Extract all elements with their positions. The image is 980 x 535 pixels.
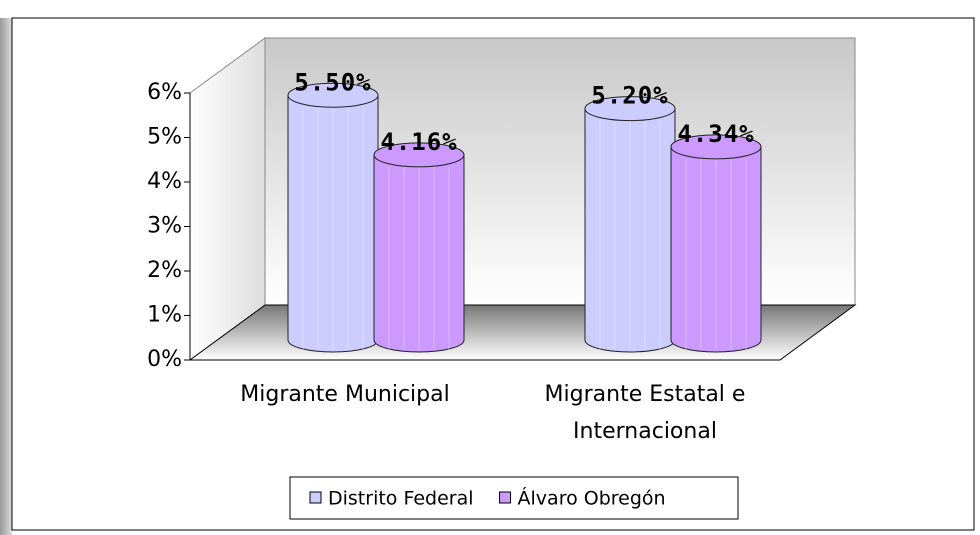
y-tick-label: 5% xyxy=(147,125,182,150)
value-label: 5.20% xyxy=(591,82,668,110)
y-tick-label: 4% xyxy=(147,169,182,194)
bar-top xyxy=(670,134,762,160)
bar-top xyxy=(584,96,676,122)
legend-swatch xyxy=(309,491,322,504)
legend-swatch xyxy=(499,491,512,504)
y-tick-label: 0% xyxy=(147,347,182,372)
value-label: 5.50% xyxy=(294,68,371,96)
bar xyxy=(373,154,465,353)
legend xyxy=(289,476,739,520)
y-tick-label: 2% xyxy=(147,258,182,283)
bar xyxy=(670,146,762,353)
x-tick-label: Migrante Estatal e Internacional xyxy=(544,382,746,444)
y-tick-label: 6% xyxy=(147,80,182,105)
frame-strip xyxy=(0,18,12,535)
y-tick-label: 3% xyxy=(147,214,182,239)
value-label: 4.16% xyxy=(380,128,457,156)
value-label: 4.34% xyxy=(677,120,754,148)
legend-label: Álvaro Obregón xyxy=(518,487,666,510)
y-tick-label: 1% xyxy=(147,303,182,328)
bar-top xyxy=(373,142,465,168)
side-wall xyxy=(189,37,266,361)
x-tick-label: Migrante Municipal xyxy=(240,382,450,407)
legend-label: Distrito Federal xyxy=(328,488,474,510)
bar-top xyxy=(287,82,379,108)
